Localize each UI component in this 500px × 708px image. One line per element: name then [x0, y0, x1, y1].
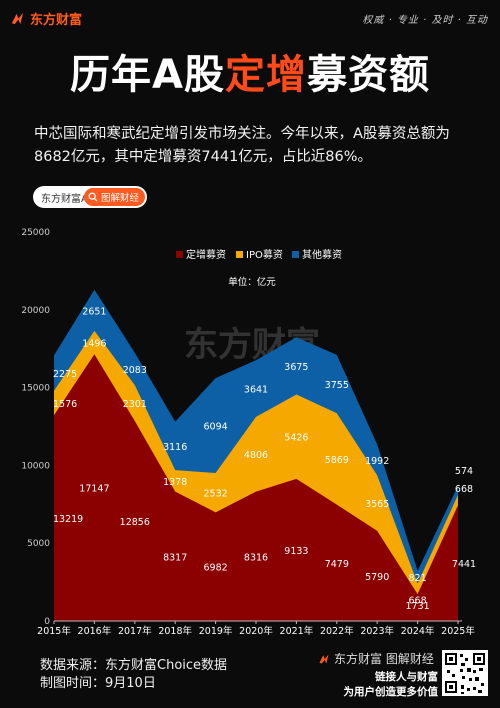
unit-label: 单位：亿元 — [228, 276, 276, 288]
eastmoney-logo-icon — [319, 654, 329, 663]
slogan: 权威 · 专业 · 及时 · 互动 — [362, 15, 488, 26]
data-label: 2275 — [53, 369, 77, 380]
data-label: 668 — [409, 596, 427, 607]
data-label: 1731 — [406, 601, 430, 612]
x-tick-label: 2021年 — [280, 625, 314, 637]
data-label: 6094 — [204, 422, 228, 433]
area-dingzeng — [54, 354, 458, 621]
brand-name: 东方财富 — [30, 13, 83, 28]
x-tick-label: 2023年 — [360, 625, 394, 637]
footer-brand-text: 东方财富 图解财经 — [334, 652, 434, 666]
x-tick-label: 2016年 — [78, 625, 112, 637]
data-label: 3565 — [365, 499, 389, 510]
data-label: 3755 — [325, 380, 349, 391]
x-tick-label: 2022年 — [320, 625, 354, 637]
title-highlight: 定增 — [224, 52, 307, 98]
title-part1: 历年A股 — [70, 52, 225, 98]
footer-slogan: 链接人与财富 为用户创造更多价值 — [320, 670, 439, 700]
data-label: 668 — [455, 484, 473, 495]
x-tick-label: 2025年 — [441, 625, 475, 637]
data-label: 1576 — [53, 399, 77, 410]
data-label: 1378 — [163, 477, 187, 488]
app-pill-label: 东方财富APP — [41, 194, 100, 205]
legend-label: 其他募资 — [302, 248, 342, 261]
legend-swatch — [176, 251, 183, 258]
legend-swatch — [292, 251, 299, 258]
data-label: 5790 — [365, 572, 389, 583]
data-label: 2083 — [123, 365, 147, 376]
data-label: 3641 — [244, 384, 268, 395]
data-label: 12856 — [120, 517, 150, 528]
data-label: 574 — [455, 466, 473, 477]
x-tick-label: 2017年 — [118, 625, 152, 637]
footer-slogan-line2: 为用户创造更多价值 — [343, 686, 439, 698]
data-label: 821 — [409, 573, 427, 584]
x-tick-label: 2015年 — [37, 625, 71, 637]
tujie-badge[interactable]: 图解财经 — [83, 188, 145, 206]
data-label: 1992 — [365, 456, 389, 467]
data-label: 5869 — [325, 455, 349, 466]
data-label: 7479 — [325, 559, 349, 570]
footer-info: 数据来源：东方财富Choice数据 制图时间：9月10日 — [40, 657, 227, 693]
y-tick-label: 10000 — [21, 461, 50, 471]
data-label: 4806 — [244, 450, 268, 461]
qr-code-icon[interactable] — [442, 650, 488, 696]
y-tick-label: 15000 — [21, 384, 50, 394]
y-tick-label: 5000 — [27, 539, 50, 549]
legend-label: IPO募资 — [246, 248, 283, 261]
data-source: 数据来源：东方财富Choice数据 — [40, 658, 228, 673]
x-tick-label: 2020年 — [239, 625, 273, 637]
data-label: 8316 — [244, 552, 268, 563]
data-label: 8317 — [163, 552, 187, 563]
page-title: 历年A股定增募资额 — [0, 42, 500, 100]
data-label: 2532 — [204, 489, 228, 500]
data-label: 6982 — [204, 563, 228, 574]
data-label: 9133 — [284, 546, 308, 557]
y-tick-label: 20000 — [21, 306, 50, 316]
footer-brand: 东方财富 图解财经 — [318, 650, 434, 667]
brand[interactable]: 东方财富 — [10, 9, 82, 28]
y-tick-label: 25000 — [21, 228, 50, 238]
data-label: 13219 — [53, 514, 83, 525]
chart-date: 制图时间：9月10日 — [40, 676, 156, 691]
data-label: 2301 — [123, 399, 147, 410]
data-label: 5426 — [284, 433, 308, 444]
title-part2: 募资额 — [306, 52, 430, 98]
data-label: 17147 — [79, 484, 109, 495]
subtitle: 中芯国际和寒武纪定增引发市场关注。今年以来，A股募资总额为8682亿元，其中定增… — [34, 126, 450, 165]
search-icon — [88, 192, 98, 202]
app-pill[interactable]: 东方财富APP 图解财经 — [33, 186, 147, 208]
data-label: 1496 — [82, 339, 106, 350]
data-label: 2651 — [82, 306, 106, 317]
x-tick-label: 2019年 — [199, 625, 233, 637]
data-label: 3116 — [163, 442, 187, 453]
data-label: 3675 — [284, 362, 308, 373]
x-tick-label: 2024年 — [401, 625, 435, 637]
top-bar: 东方财富 权威 · 专业 · 及时 · 互动 — [0, 0, 500, 36]
tujie-label: 图解财经 — [100, 193, 139, 204]
legend-label: 定增募资 — [186, 248, 226, 261]
footer-slogan-line1: 链接人与财富 — [375, 671, 438, 683]
data-label: 7441 — [452, 559, 476, 570]
y-tick-label: 0 — [44, 617, 50, 627]
x-tick-label: 2018年 — [158, 625, 192, 637]
legend-swatch — [236, 251, 243, 258]
eastmoney-logo-icon — [11, 12, 24, 25]
